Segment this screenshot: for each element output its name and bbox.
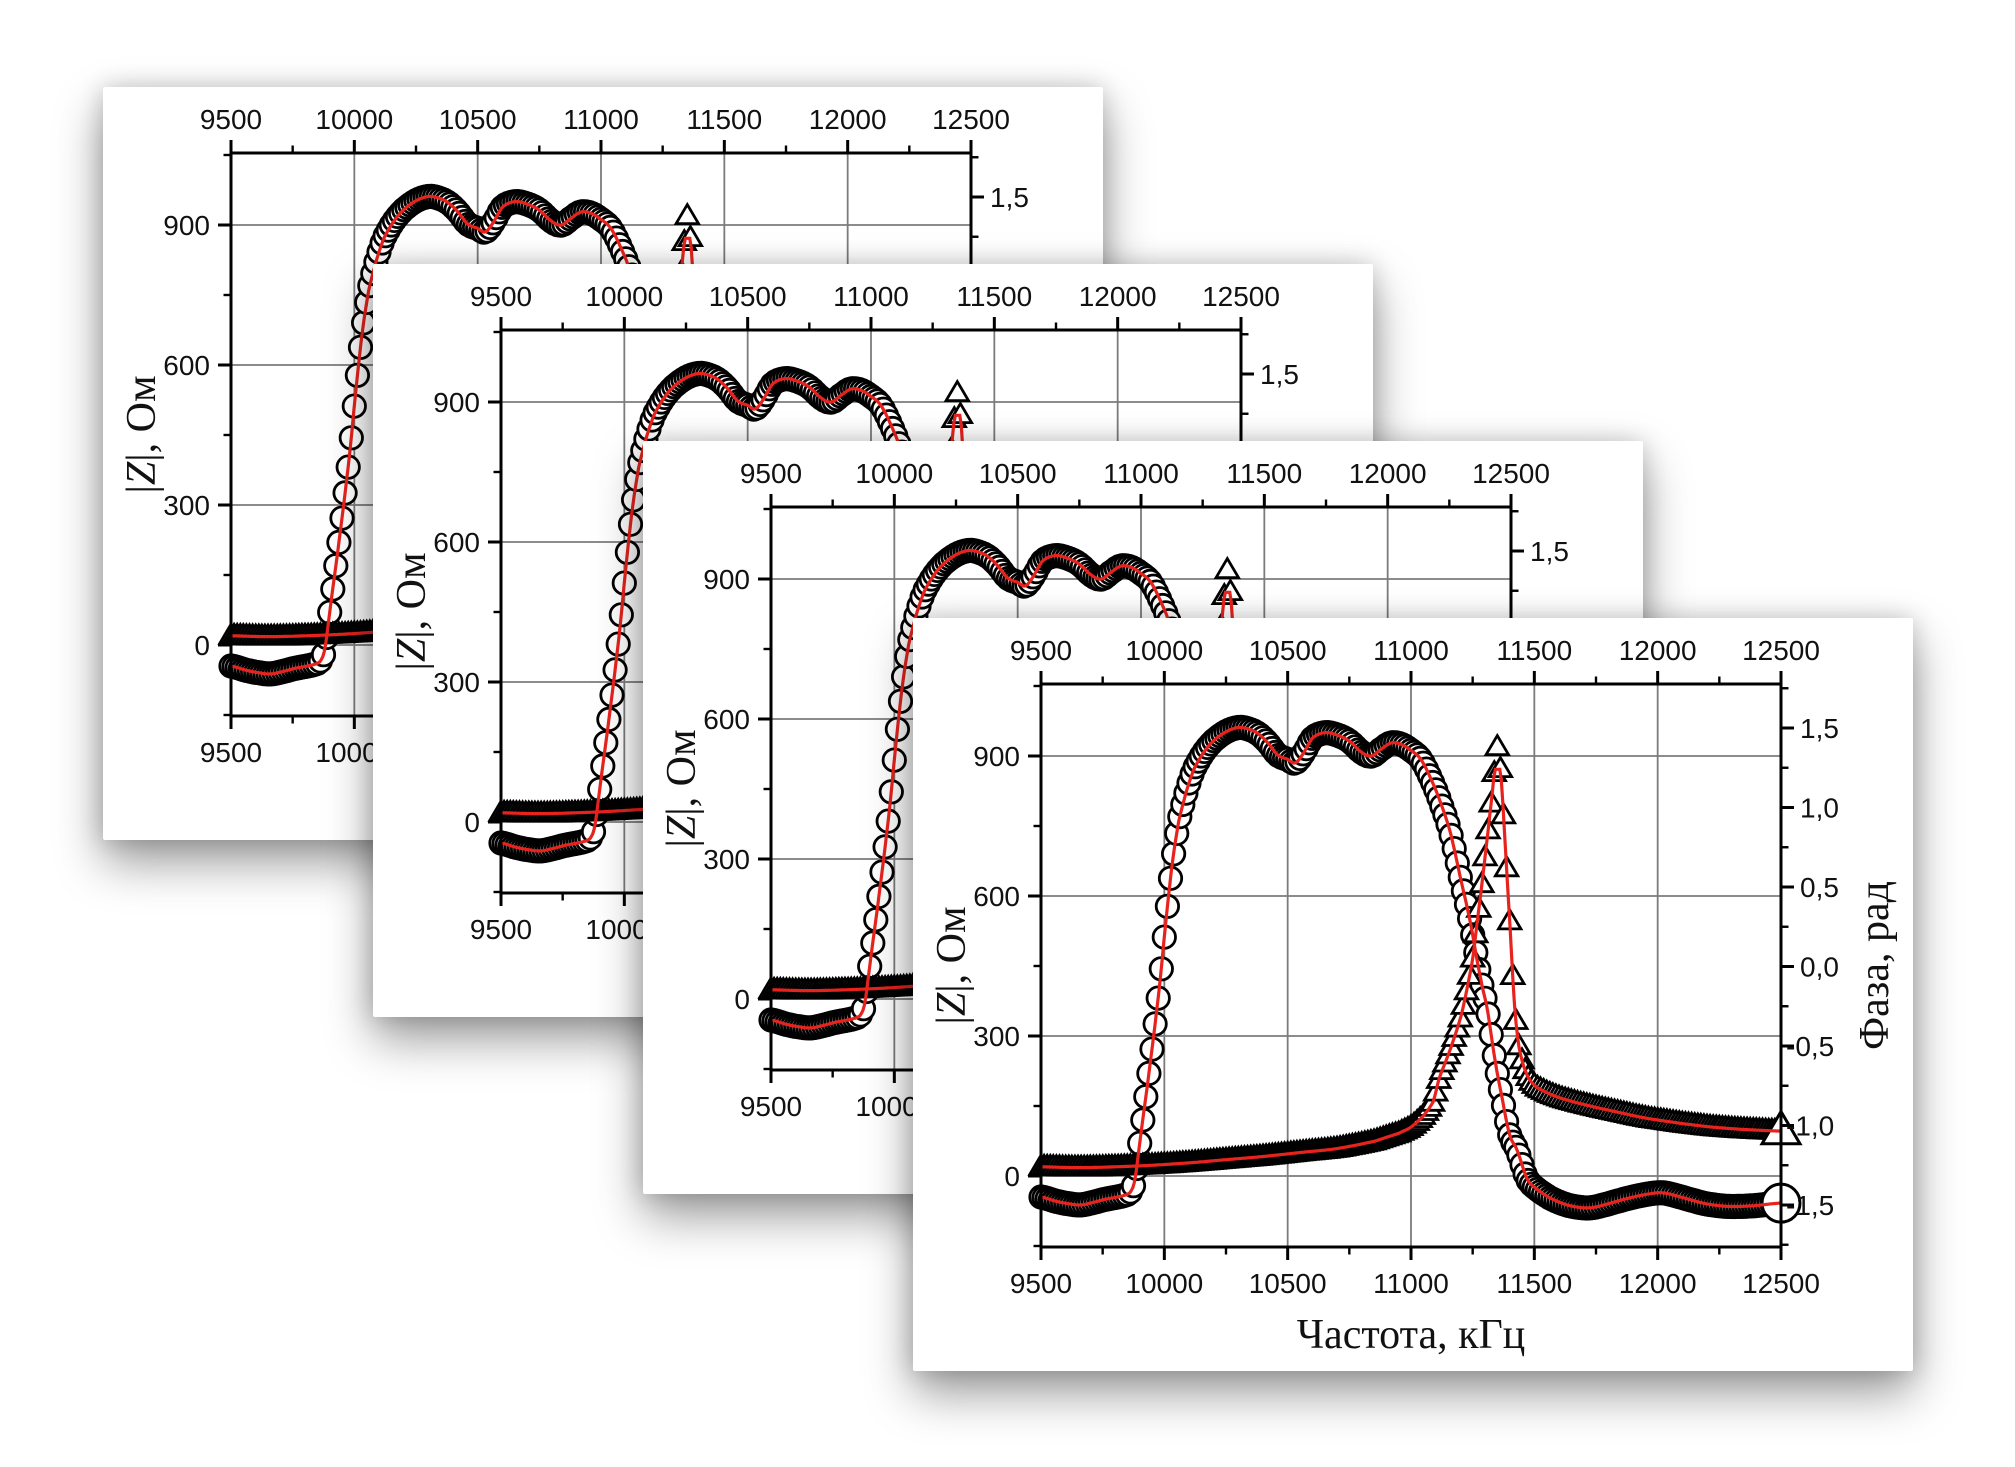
y-right-tick-label: 1,5 xyxy=(1530,536,1569,567)
x-tick-label-bottom: 12500 xyxy=(1742,1268,1820,1299)
x-tick-label-top: 10500 xyxy=(439,104,517,135)
x-tick-label-top: 10500 xyxy=(709,281,787,312)
y-left-tick-label: 0 xyxy=(464,807,480,838)
y-left-tick-label: 300 xyxy=(433,667,480,698)
y-axis-title-left: |Z|, Ом xyxy=(929,906,975,1024)
y-right-tick-label: -1,0 xyxy=(1786,1111,1834,1142)
y-axis-title-right: Фаза, рад xyxy=(1852,881,1898,1050)
x-tick-label-bottom: 12000 xyxy=(1619,1268,1697,1299)
x-tick-label-top: 10500 xyxy=(979,458,1057,489)
x-tick-label-top: 11000 xyxy=(833,281,909,312)
x-tick-label-top: 10000 xyxy=(1125,635,1203,666)
y-left-tick-label: 900 xyxy=(703,564,750,595)
impedance-fit-line xyxy=(1040,725,1781,1210)
x-tick-label-top: 12500 xyxy=(1472,458,1550,489)
x-tick-label-bottom: 11000 xyxy=(1373,1268,1449,1299)
x-tick-label-top: 9500 xyxy=(470,281,532,312)
x-tick-label-top: 12000 xyxy=(1349,458,1427,489)
x-tick-label-top: 12500 xyxy=(1202,281,1280,312)
x-axis-title: Частота, кГц xyxy=(1297,1312,1526,1358)
x-tick-label-bottom: 9500 xyxy=(470,914,532,945)
x-tick-label-top: 11000 xyxy=(1103,458,1179,489)
x-tick-label-top: 11500 xyxy=(1496,635,1572,666)
x-tick-label-bottom: 10500 xyxy=(1249,1268,1327,1299)
x-tick-label-top: 9500 xyxy=(200,104,262,135)
chart-card-4: 9500 9500 10000 10000 10500 10500 11000 11000 11… xyxy=(913,618,1913,1371)
y-left-tick-label: 0 xyxy=(1004,1161,1020,1192)
y-left-tick-label: 300 xyxy=(163,490,210,521)
x-tick-label-top: 12000 xyxy=(1079,281,1157,312)
y-left-tick-label: 0 xyxy=(734,984,750,1015)
x-tick-label-top: 10000 xyxy=(855,458,933,489)
y-right-tick-label: 1,0 xyxy=(1800,793,1839,824)
x-tick-label-top: 10500 xyxy=(1249,635,1327,666)
x-tick-label-top: 11000 xyxy=(1373,635,1449,666)
y-left-tick-label: 900 xyxy=(433,387,480,418)
x-tick-label-bottom: 10000 xyxy=(1125,1268,1203,1299)
x-tick-label-top: 9500 xyxy=(1010,635,1072,666)
x-tick-label-top: 11500 xyxy=(956,281,1032,312)
y-axis-title-left: |Z|, Ом xyxy=(659,729,705,847)
x-tick-label-top: 11000 xyxy=(563,104,639,135)
y-left-tick-label: 600 xyxy=(433,527,480,558)
y-left-tick-label: 600 xyxy=(973,881,1020,912)
y-left-tick-label: 300 xyxy=(703,844,750,875)
y-left-tick-label: 600 xyxy=(163,350,210,381)
y-left-tick-label: 900 xyxy=(973,741,1020,772)
x-tick-label-bottom: 9500 xyxy=(740,1091,802,1122)
x-tick-label-top: 12000 xyxy=(1619,635,1697,666)
y-axis-title-left: |Z|, Ом xyxy=(389,552,435,670)
axis-ticks xyxy=(1028,671,1794,1260)
x-tick-label-top: 12000 xyxy=(809,104,887,135)
y-right-tick-label: 1,5 xyxy=(1800,713,1839,744)
y-left-tick-label: 300 xyxy=(973,1021,1020,1052)
x-tick-label-top: 11500 xyxy=(1226,458,1302,489)
y-axis-title-left: |Z|, Ом xyxy=(119,375,165,493)
x-tick-label-bottom: 9500 xyxy=(1010,1268,1072,1299)
y-left-tick-label: 600 xyxy=(703,704,750,735)
y-left-tick-label: 0 xyxy=(194,630,210,661)
x-tick-label-top: 12500 xyxy=(932,104,1010,135)
y-right-tick-label: 0,5 xyxy=(1800,872,1839,903)
x-tick-label-top: 12500 xyxy=(1742,635,1820,666)
y-right-tick-label: 0,0 xyxy=(1800,952,1839,983)
x-tick-label-bottom: 11500 xyxy=(1496,1268,1572,1299)
y-right-tick-label: -0,5 xyxy=(1786,1031,1834,1062)
x-tick-label-top: 10000 xyxy=(315,104,393,135)
y-right-tick-label: 1,5 xyxy=(990,182,1029,213)
y-right-tick-label: -1,5 xyxy=(1786,1190,1834,1221)
x-tick-label-top: 9500 xyxy=(740,458,802,489)
x-tick-label-bottom: 9500 xyxy=(200,737,262,768)
impedance-phase-chart: 9500 9500 10000 10000 10500 10500 11000 11000 11… xyxy=(929,635,1898,1358)
y-left-tick-label: 900 xyxy=(163,210,210,241)
x-tick-label-top: 11500 xyxy=(686,104,762,135)
impedance-series xyxy=(1028,714,1791,1221)
phase-fit-line xyxy=(1040,767,1782,1170)
y-right-tick-label: 1,5 xyxy=(1260,359,1299,390)
x-tick-label-top: 10000 xyxy=(585,281,663,312)
